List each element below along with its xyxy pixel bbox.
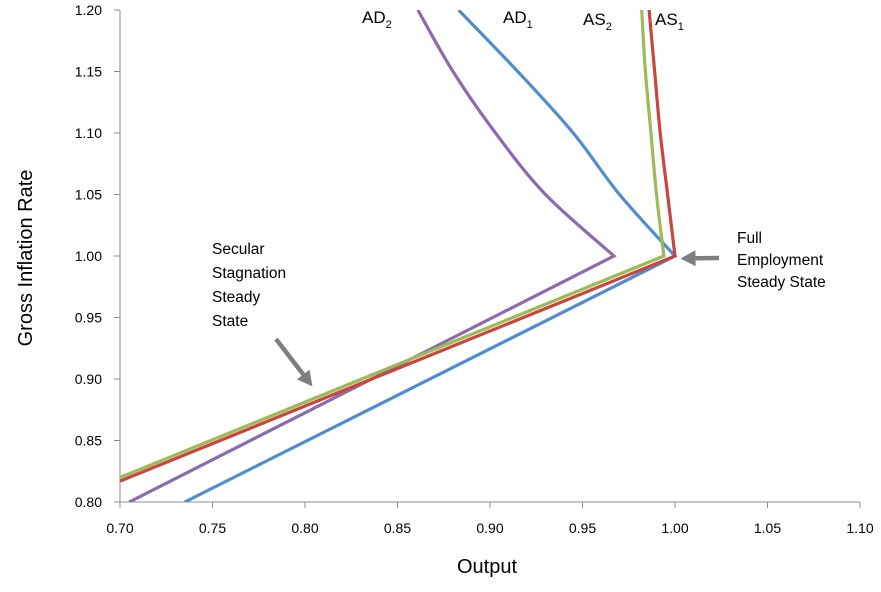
series-as1-line (120, 10, 677, 483)
y-tick-label: 0.85 (75, 433, 102, 449)
annotation-label-1: Secular Stagnation Steady State (212, 241, 286, 330)
x-tick-label: 0.80 (291, 520, 318, 536)
annotation-arrow-head-1 (296, 369, 313, 387)
series-label-ad1: AD1 (503, 8, 533, 31)
x-tick-label: 0.70 (106, 520, 133, 536)
y-tick-label: 1.15 (75, 64, 102, 80)
series-ad1-line (184, 10, 678, 502)
annotation-arrow-shaft-1 (274, 337, 306, 376)
series-label-as2: AS2 (583, 10, 612, 33)
y-tick-label: 0.95 (75, 310, 102, 326)
y-tick-label: 1.10 (75, 125, 102, 141)
x-tick-label: 1.05 (754, 520, 781, 536)
y-tick-label: 1.05 (75, 187, 102, 203)
series-label-as1: AS1 (655, 10, 684, 33)
series-ad2-line (128, 10, 617, 502)
x-tick-label: 1.10 (846, 520, 873, 536)
series-as2-line (120, 10, 666, 479)
annotation-label-2: Full Employment Steady State (737, 230, 826, 291)
series-label-ad2: AD2 (362, 8, 392, 31)
y-tick-label: 1.00 (75, 248, 102, 264)
annotation-arrow-head-2 (680, 250, 696, 267)
y-tick-label: 1.20 (75, 2, 102, 18)
y-axis-title: Gross Inflation Rate (15, 170, 37, 347)
y-tick-label: 0.80 (75, 494, 102, 510)
x-tick-label: 0.85 (384, 520, 411, 536)
x-tick-label: 0.90 (476, 520, 503, 536)
x-tick-label: 0.95 (569, 520, 596, 536)
x-tick-label: 0.75 (199, 520, 226, 536)
x-tick-label: 1.00 (661, 520, 688, 536)
y-tick-label: 0.90 (75, 371, 102, 387)
x-axis-title: Output (457, 556, 517, 578)
